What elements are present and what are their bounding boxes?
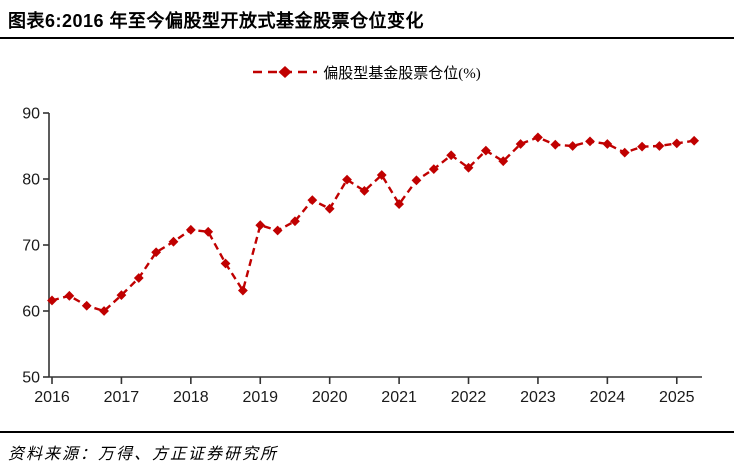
data-point [203, 226, 214, 237]
data-point [654, 141, 665, 151]
chart-legend: 偏股型基金股票仓位(%) [0, 62, 734, 82]
footer-divider [0, 431, 734, 433]
data-point [185, 224, 196, 235]
x-tick-label: 2016 [34, 389, 70, 406]
x-tick-label: 2022 [451, 389, 487, 406]
data-point [550, 139, 561, 150]
data-point [394, 199, 404, 209]
line-chart: 50 60 70 80 90 2016 2017 2018 2019 2020 2021 2022 20… [22, 106, 702, 406]
x-tick-label: 2025 [659, 389, 695, 406]
data-point [307, 195, 318, 206]
y-tick-label: 60 [22, 304, 40, 321]
data-point [47, 295, 57, 306]
figure-title: 图表6:2016 年至今偏股型开放式基金股票仓位变化 [8, 11, 425, 31]
y-tick-label: 90 [22, 106, 40, 123]
y-tick-label: 70 [22, 238, 40, 255]
data-point [446, 150, 457, 161]
y-tick-label: 50 [22, 370, 40, 387]
legend-label: 偏股型基金股票仓位(%) [323, 65, 481, 82]
x-tick-label: 2019 [242, 389, 278, 406]
x-tick-label: 2021 [381, 389, 417, 406]
data-point [81, 300, 92, 311]
data-point [220, 258, 231, 269]
y-tick-label: 80 [22, 172, 40, 189]
x-tick-label: 2020 [312, 389, 348, 406]
title-divider [0, 37, 734, 39]
source-note: 资料来源：万得、方正证券研究所 [8, 446, 279, 463]
data-point [272, 225, 283, 236]
data-point [533, 132, 543, 143]
data-point [324, 203, 335, 214]
data-point [637, 141, 647, 152]
series-line [51, 136, 695, 313]
data-point [567, 141, 578, 151]
data-point [255, 220, 266, 231]
legend-line-marker-icon [253, 66, 318, 78]
data-point [463, 162, 474, 173]
data-point [671, 138, 682, 149]
data-point [376, 170, 387, 180]
data-point [359, 185, 370, 196]
data-point [342, 174, 352, 185]
x-tick-label: 2018 [173, 389, 209, 406]
data-point [411, 175, 422, 186]
data-point [168, 236, 179, 247]
data-point [290, 216, 300, 227]
data-point [585, 136, 595, 147]
data-point [238, 285, 248, 296]
data-point [480, 145, 491, 156]
data-point [116, 290, 127, 301]
data-point [689, 135, 700, 146]
x-tick-label: 2023 [520, 389, 556, 406]
x-tick-label: 2017 [104, 389, 140, 406]
data-point [602, 139, 613, 149]
data-point [151, 247, 162, 258]
x-tick-label: 2024 [590, 389, 626, 406]
data-point [428, 164, 439, 174]
data-point [64, 290, 75, 301]
data-point [619, 147, 630, 158]
